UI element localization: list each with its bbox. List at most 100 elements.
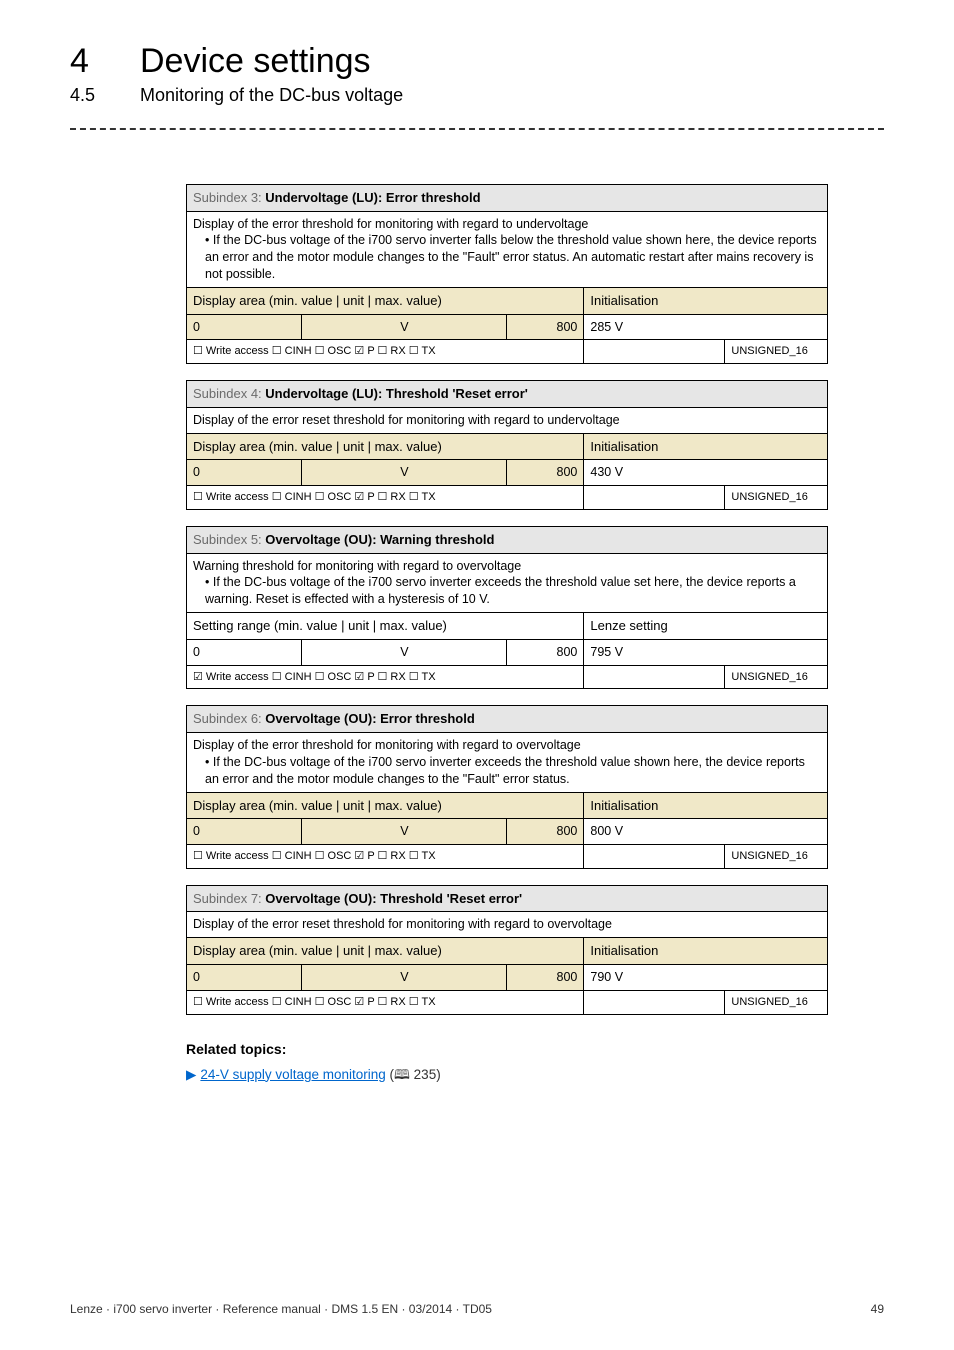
table-row: Subindex 3: Undervoltage (LU): Error thr… — [187, 185, 828, 212]
dtype-cell: UNSIGNED_16 — [725, 845, 828, 869]
desc-intro: Warning threshold for monitoring with re… — [193, 558, 821, 575]
range-label-cell: Display area (min. value | unit | max. v… — [187, 288, 584, 315]
head-bold: Overvoltage (OU): Warning threshold — [265, 532, 494, 547]
desc-bullet: • If the DC-bus voltage of the i700 serv… — [193, 232, 821, 283]
max-cell: 800 — [507, 639, 584, 665]
table-row: Display of the error threshold for monit… — [187, 211, 828, 288]
range-label: Setting range (min. value | unit | max. … — [193, 618, 447, 633]
table-row: ☐ Write access ☐ CINH ☐ OSC ☑ P ☐ RX ☐ T… — [187, 486, 828, 510]
table-row: ☐ Write access ☐ CINH ☐ OSC ☑ P ☐ RX ☐ T… — [187, 340, 828, 364]
related-page-marker: (🕮 235) — [390, 1067, 441, 1082]
table-row: Display of the error threshold for monit… — [187, 732, 828, 792]
max-cell: 800 — [507, 964, 584, 990]
blank-cell — [584, 845, 725, 869]
table-row: 0 V 800 285 V — [187, 314, 828, 340]
unit-cell: V — [302, 819, 507, 845]
table-row: Warning threshold for monitoring with re… — [187, 553, 828, 613]
description-cell: Display of the error reset threshold for… — [187, 912, 828, 938]
table-header-cell: Subindex 5: Overvoltage (OU): Warning th… — [187, 527, 828, 554]
dtype-cell: UNSIGNED_16 — [725, 990, 828, 1014]
description-cell: Display of the error threshold for monit… — [187, 732, 828, 792]
dtype-cell: UNSIGNED_16 — [725, 340, 828, 364]
range-label-cell: Display area (min. value | unit | max. v… — [187, 938, 584, 965]
related-link-row: ▶ 24-V supply voltage monitoring (🕮 235) — [186, 1065, 828, 1088]
description-cell: Display of the error threshold for monit… — [187, 211, 828, 288]
head-bold: Overvoltage (OU): Error threshold — [265, 711, 474, 726]
unit-cell: V — [302, 460, 507, 486]
description-cell: Display of the error reset threshold for… — [187, 407, 828, 433]
init-value-cell: 795 V — [584, 639, 828, 665]
access-cell: ☐ Write access ☐ CINH ☐ OSC ☑ P ☐ RX ☐ T… — [187, 990, 584, 1014]
table-row: 0 V 800 795 V — [187, 639, 828, 665]
desc-intro: Display of the error threshold for monit… — [193, 737, 821, 754]
blank-cell — [584, 340, 725, 364]
init-value-cell: 800 V — [584, 819, 828, 845]
access-cell: ☐ Write access ☐ CINH ☐ OSC ☑ P ☐ RX ☐ T… — [187, 340, 584, 364]
desc-bullet: • If the DC-bus voltage of the i700 serv… — [193, 574, 821, 608]
dtype-cell: UNSIGNED_16 — [725, 486, 828, 510]
init-label: Initialisation — [590, 439, 658, 454]
table-subindex-3: Subindex 3: Undervoltage (LU): Error thr… — [186, 184, 828, 364]
table-row: Subindex 7: Overvoltage (OU): Threshold … — [187, 885, 828, 912]
table-row: Display of the error reset threshold for… — [187, 912, 828, 938]
table-row: Setting range (min. value | unit | max. … — [187, 613, 828, 640]
section-number: 4.5 — [70, 85, 110, 106]
table-row: 0 V 800 800 V — [187, 819, 828, 845]
table-subindex-7: Subindex 7: Overvoltage (OU): Threshold … — [186, 885, 828, 1015]
table-row: Display of the error reset threshold for… — [187, 407, 828, 433]
head-prefix: Subindex 7: — [193, 891, 265, 906]
table-row: ☐ Write access ☐ CINH ☐ OSC ☑ P ☐ RX ☐ T… — [187, 845, 828, 869]
table-row: Subindex 4: Undervoltage (LU): Threshold… — [187, 381, 828, 408]
table-row: Display area (min. value | unit | max. v… — [187, 792, 828, 819]
table-header-cell: Subindex 6: Overvoltage (OU): Error thre… — [187, 706, 828, 733]
access-cell: ☐ Write access ☐ CINH ☐ OSC ☑ P ☐ RX ☐ T… — [187, 486, 584, 510]
page-footer: Lenze · i700 servo inverter · Reference … — [70, 1302, 884, 1316]
range-label: Display area (min. value | unit | max. v… — [193, 798, 442, 813]
max-cell: 800 — [507, 819, 584, 845]
init-label: Initialisation — [590, 943, 658, 958]
dtype-cell: UNSIGNED_16 — [725, 665, 828, 689]
head-prefix: Subindex 6: — [193, 711, 265, 726]
head-bold: Overvoltage (OU): Threshold 'Reset error… — [265, 891, 522, 906]
head-prefix: Subindex 5: — [193, 532, 265, 547]
table-row: ☐ Write access ☐ CINH ☐ OSC ☑ P ☐ RX ☐ T… — [187, 990, 828, 1014]
footer-left: Lenze · i700 servo inverter · Reference … — [70, 1302, 492, 1316]
arrow-icon: ▶ — [186, 1067, 196, 1082]
related-link[interactable]: 24-V supply voltage monitoring — [200, 1067, 385, 1082]
range-label-cell: Display area (min. value | unit | max. v… — [187, 433, 584, 460]
desc-bullet: • If the DC-bus voltage of the i700 serv… — [193, 754, 821, 788]
table-row: Display area (min. value | unit | max. v… — [187, 938, 828, 965]
init-label: Initialisation — [590, 293, 658, 308]
min-cell: 0 — [187, 460, 302, 486]
table-row: 0 V 800 430 V — [187, 460, 828, 486]
access-cell: ☐ Write access ☐ CINH ☐ OSC ☑ P ☐ RX ☐ T… — [187, 845, 584, 869]
range-label: Display area (min. value | unit | max. v… — [193, 439, 442, 454]
page-header: 4 Device settings 4.5 Monitoring of the … — [0, 0, 954, 106]
range-label: Display area (min. value | unit | max. v… — [193, 943, 442, 958]
init-label-cell: Initialisation — [584, 792, 828, 819]
init-value-cell: 285 V — [584, 314, 828, 340]
init-label: Initialisation — [590, 798, 658, 813]
init-label-cell: Initialisation — [584, 433, 828, 460]
init-label: Lenze setting — [590, 618, 667, 633]
blank-cell — [584, 486, 725, 510]
table-subindex-5: Subindex 5: Overvoltage (OU): Warning th… — [186, 526, 828, 689]
unit-cell: V — [302, 964, 507, 990]
desc-intro: Display of the error reset threshold for… — [193, 916, 821, 933]
range-label-cell: Display area (min. value | unit | max. v… — [187, 792, 584, 819]
table-header-cell: Subindex 4: Undervoltage (LU): Threshold… — [187, 381, 828, 408]
footer-page-number: 49 — [871, 1302, 884, 1316]
section-row: 4.5 Monitoring of the DC-bus voltage — [70, 85, 884, 106]
head-prefix: Subindex 4: — [193, 386, 265, 401]
head-bold: Undervoltage (LU): Threshold 'Reset erro… — [265, 386, 528, 401]
min-cell: 0 — [187, 314, 302, 340]
table-subindex-6: Subindex 6: Overvoltage (OU): Error thre… — [186, 705, 828, 868]
unit-cell: V — [302, 639, 507, 665]
chapter-title: Device settings — [140, 42, 371, 81]
head-bold: Undervoltage (LU): Error threshold — [265, 190, 480, 205]
table-header-cell: Subindex 3: Undervoltage (LU): Error thr… — [187, 185, 828, 212]
table-row: Display area (min. value | unit | max. v… — [187, 288, 828, 315]
init-value-cell: 430 V — [584, 460, 828, 486]
min-cell: 0 — [187, 964, 302, 990]
min-cell: 0 — [187, 639, 302, 665]
